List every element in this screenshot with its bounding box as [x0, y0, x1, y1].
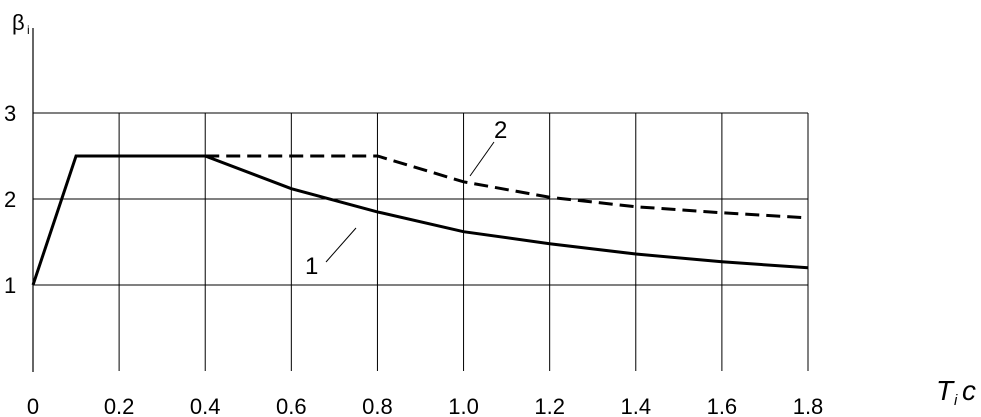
leader-line: [469, 141, 495, 177]
y-axis-label-subscript: i: [27, 23, 30, 37]
x-tick-label: 0.4: [190, 394, 221, 417]
x-tick-label: 1.6: [707, 394, 738, 417]
x-tick-label: 0.6: [276, 394, 307, 417]
x-tick-label: 1.4: [620, 394, 651, 417]
y-tick-label: 3: [4, 101, 16, 126]
line: [31, 154, 809, 286]
y-axis-label: β: [12, 10, 25, 35]
x-axis-label: T: [936, 375, 955, 406]
x-tick-label: 1.8: [793, 394, 824, 417]
x-tick-label: 0.2: [104, 394, 135, 417]
legend-label: 2: [494, 117, 507, 144]
leader-line: [325, 227, 357, 263]
legend-label: 1: [305, 253, 318, 280]
x-axis-label-subscript: i: [954, 392, 958, 409]
x-axis-unit: c: [962, 375, 976, 406]
x-tick-label: 1.2: [534, 394, 565, 417]
y-tick-label: 2: [4, 187, 16, 212]
y-tick-label: 1: [4, 273, 16, 298]
x-tick-label: 0: [27, 394, 39, 417]
line: [205, 154, 809, 220]
x-tick-label: 1.0: [448, 394, 479, 417]
x-tick-label: 0.8: [362, 394, 393, 417]
